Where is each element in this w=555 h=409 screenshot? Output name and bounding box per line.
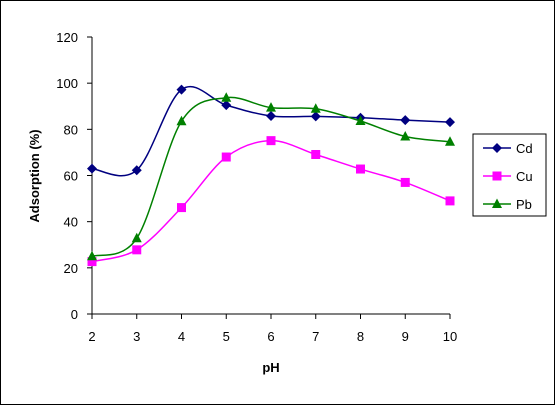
data-point <box>400 115 411 126</box>
y-tick-label: 40 <box>64 215 78 230</box>
data-point <box>131 232 142 243</box>
data-point <box>266 136 276 146</box>
data-point <box>131 165 142 176</box>
data-point <box>176 84 187 95</box>
y-ticks: 0 20 40 60 80 100 120 <box>56 30 92 322</box>
x-tick-label: 4 <box>178 329 185 344</box>
data-point <box>355 115 366 126</box>
x-tick-label: 9 <box>402 329 409 344</box>
data-point <box>221 92 232 102</box>
x-tick-label: 3 <box>133 329 140 344</box>
axes <box>91 37 450 315</box>
data-point <box>400 130 411 141</box>
x-tick-label: 2 <box>88 329 95 344</box>
data-point <box>311 149 321 159</box>
data-point <box>445 196 455 206</box>
legend-label: Cd <box>516 141 533 156</box>
data-point <box>356 164 365 174</box>
legend-item-cu: Cu <box>483 169 533 184</box>
x-tick-label: 7 <box>312 329 319 344</box>
data-point <box>445 136 455 146</box>
y-tick-label: 120 <box>56 30 78 45</box>
y-tick-label: 60 <box>64 169 78 184</box>
legend-item-pb: Pb <box>483 197 532 212</box>
data-point <box>132 245 142 255</box>
data-point <box>221 100 232 111</box>
legend-marker <box>492 171 502 181</box>
legend-label: Pb <box>516 197 532 212</box>
legend: Cd Cu Pb <box>472 133 547 217</box>
data-point <box>266 110 276 121</box>
series-cu <box>87 136 455 267</box>
y-axis-label: Adsorption (%) <box>27 129 42 222</box>
series-line <box>91 86 451 177</box>
data-point <box>266 102 276 112</box>
x-ticks: 2 3 4 5 6 7 8 9 10 <box>88 314 457 344</box>
y-tick-label: 80 <box>64 122 78 137</box>
x-tick-label: 5 <box>223 329 230 344</box>
x-axis-label: pH <box>262 360 279 375</box>
x-tick-label: 10 <box>443 329 457 344</box>
series-line <box>91 96 451 258</box>
data-point <box>176 115 187 126</box>
data-point <box>310 111 321 122</box>
legend-marker <box>492 198 502 208</box>
data-point <box>310 103 321 113</box>
x-tick-label: 6 <box>267 329 274 344</box>
y-tick-label: 100 <box>56 76 78 91</box>
y-tick-label: 20 <box>64 261 78 276</box>
data-point <box>87 163 97 174</box>
y-tick-label: 0 <box>71 307 78 322</box>
data-point <box>87 257 97 267</box>
data-point <box>87 250 97 261</box>
series <box>87 84 455 267</box>
legend-marker <box>492 143 502 153</box>
series-cd <box>87 84 455 177</box>
data-point <box>221 152 231 162</box>
legend-item-cd: Cd <box>483 141 533 156</box>
x-tick-label: 8 <box>357 329 364 344</box>
data-point <box>445 117 455 128</box>
data-point <box>177 203 186 213</box>
legend-label: Cu <box>516 169 533 184</box>
data-point <box>400 177 410 187</box>
series-pb <box>87 92 455 261</box>
